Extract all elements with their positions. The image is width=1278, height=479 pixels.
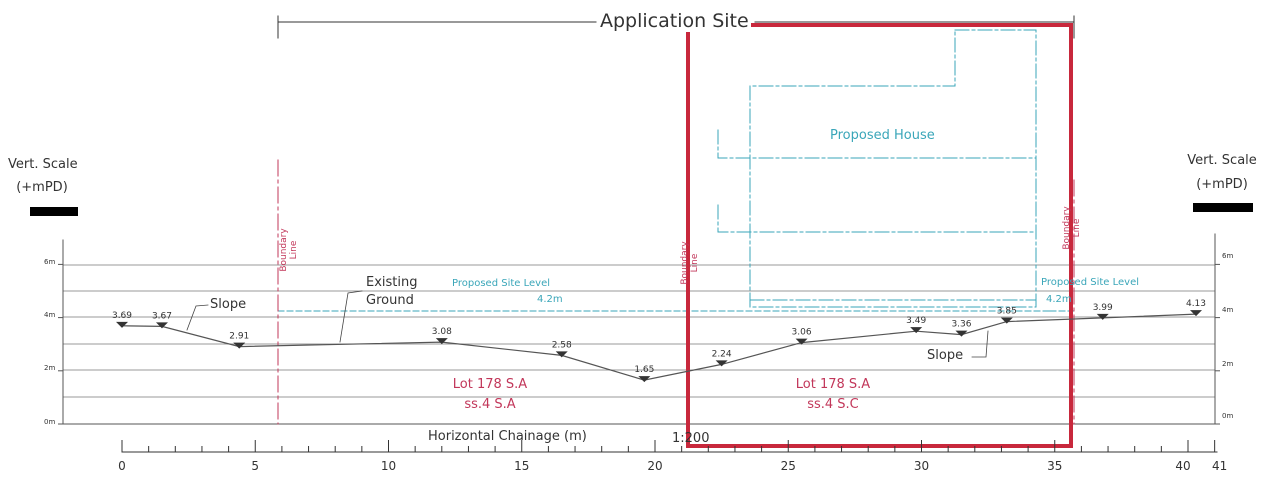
y-tick-left-6m: 6m: [44, 258, 56, 266]
slope-left-leader: [186, 304, 209, 331]
y-tick-right-4m: 4m: [1222, 306, 1234, 314]
level-marker: [955, 330, 968, 337]
y-tick-left-2m: 2m: [44, 364, 56, 372]
application-site-frame: [686, 23, 1073, 448]
slope-right-label: Slope: [927, 348, 964, 363]
level-value: 3.67: [152, 311, 172, 321]
chainage-tick-label: 25: [781, 459, 796, 473]
chainage-tick-label: 40: [1175, 459, 1190, 473]
existing-ground-label-1: Existing: [366, 275, 418, 290]
level-value: 4.13: [1186, 299, 1206, 309]
y-tick-right-2m: 2m: [1222, 360, 1234, 368]
level-value: 1.65: [634, 365, 654, 375]
level-value: 3.49: [906, 316, 926, 326]
y-tick-left-0m: 0m: [44, 418, 56, 426]
lot-right-label-2: ss.4 S.C: [807, 397, 859, 412]
boundary-label-right: Boundary Line: [1062, 206, 1082, 250]
proposed-site-level-right-value: 4.2m: [1046, 294, 1072, 305]
level-marker: [910, 327, 923, 334]
level-value: 3.99: [1093, 303, 1113, 313]
left-vert-scale-label: Vert. Scale: [8, 157, 78, 172]
level-marker: [1189, 310, 1202, 317]
level-marker: [1096, 313, 1109, 320]
proposed-site-level-right-label: Proposed Site Level: [1041, 277, 1139, 288]
level-marker: [116, 321, 128, 328]
level-value: 3.69: [112, 311, 132, 321]
level-marker: [715, 360, 728, 367]
scale-note: 1:200: [672, 431, 710, 446]
chainage-tick-label: 0: [118, 459, 126, 473]
chainage-tick-label: 30: [914, 459, 929, 473]
application-site-title: Application Site: [598, 10, 751, 32]
axis-title: Horizontal Chainage (m): [428, 429, 587, 444]
level-value: 2.58: [552, 340, 572, 350]
level-marker: [155, 322, 168, 329]
existing-ground-label-2: Ground: [366, 293, 414, 308]
chainage-tick-label: 35: [1047, 459, 1062, 473]
boundary-label-mid: Boundary Line: [680, 241, 700, 285]
lot-left-label-2: ss.4 S.A: [464, 397, 516, 412]
level-marker: [795, 338, 808, 345]
level-value: 3.85: [997, 307, 1017, 317]
level-value: 2.24: [712, 349, 732, 359]
slope-right-leader: [971, 330, 989, 358]
level-marker: [638, 376, 651, 383]
y-tick-left-4m: 4m: [44, 311, 56, 319]
proposed-house-outline: [717, 29, 1037, 308]
proposed-site-level-left-value: 4.2m: [537, 294, 563, 305]
lot-left-label-1: Lot 178 S.A: [452, 377, 528, 392]
level-value: 3.36: [951, 320, 971, 330]
slope-left-label: Slope: [210, 297, 247, 312]
existing-ground-leader: [339, 290, 363, 343]
right-vert-scale-label: Vert. Scale: [1187, 153, 1257, 168]
y-tick-right-0m: 0m: [1222, 412, 1234, 420]
y-tick-right-6m: 6m: [1222, 252, 1234, 260]
level-value: 3.06: [792, 328, 812, 338]
chainage-tick-label: 41: [1212, 459, 1227, 473]
lot-right-label-1: Lot 178 S.A: [795, 377, 871, 392]
boundary-label-left: Boundary Line: [279, 228, 299, 272]
left-vert-scale-unit: (+mPD): [16, 180, 68, 195]
level-value: 3.08: [432, 327, 452, 337]
right-redaction-bar: [1193, 203, 1253, 212]
proposed-house-label: Proposed House: [830, 128, 935, 143]
chainage-tick-label: 5: [251, 459, 259, 473]
level-value: 2.91: [229, 332, 249, 342]
level-marker: [435, 338, 448, 345]
level-marker: [233, 342, 246, 349]
chainage-tick-label: 15: [514, 459, 529, 473]
chainage-tick-label: 10: [381, 459, 396, 473]
right-vert-scale-unit: (+mPD): [1196, 177, 1248, 192]
proposed-site-level-left-label: Proposed Site Level: [452, 278, 550, 289]
chainage-tick-label: 20: [647, 459, 662, 473]
left-redaction-bar: [30, 207, 78, 216]
level-marker: [1000, 317, 1013, 324]
level-marker: [555, 351, 568, 358]
